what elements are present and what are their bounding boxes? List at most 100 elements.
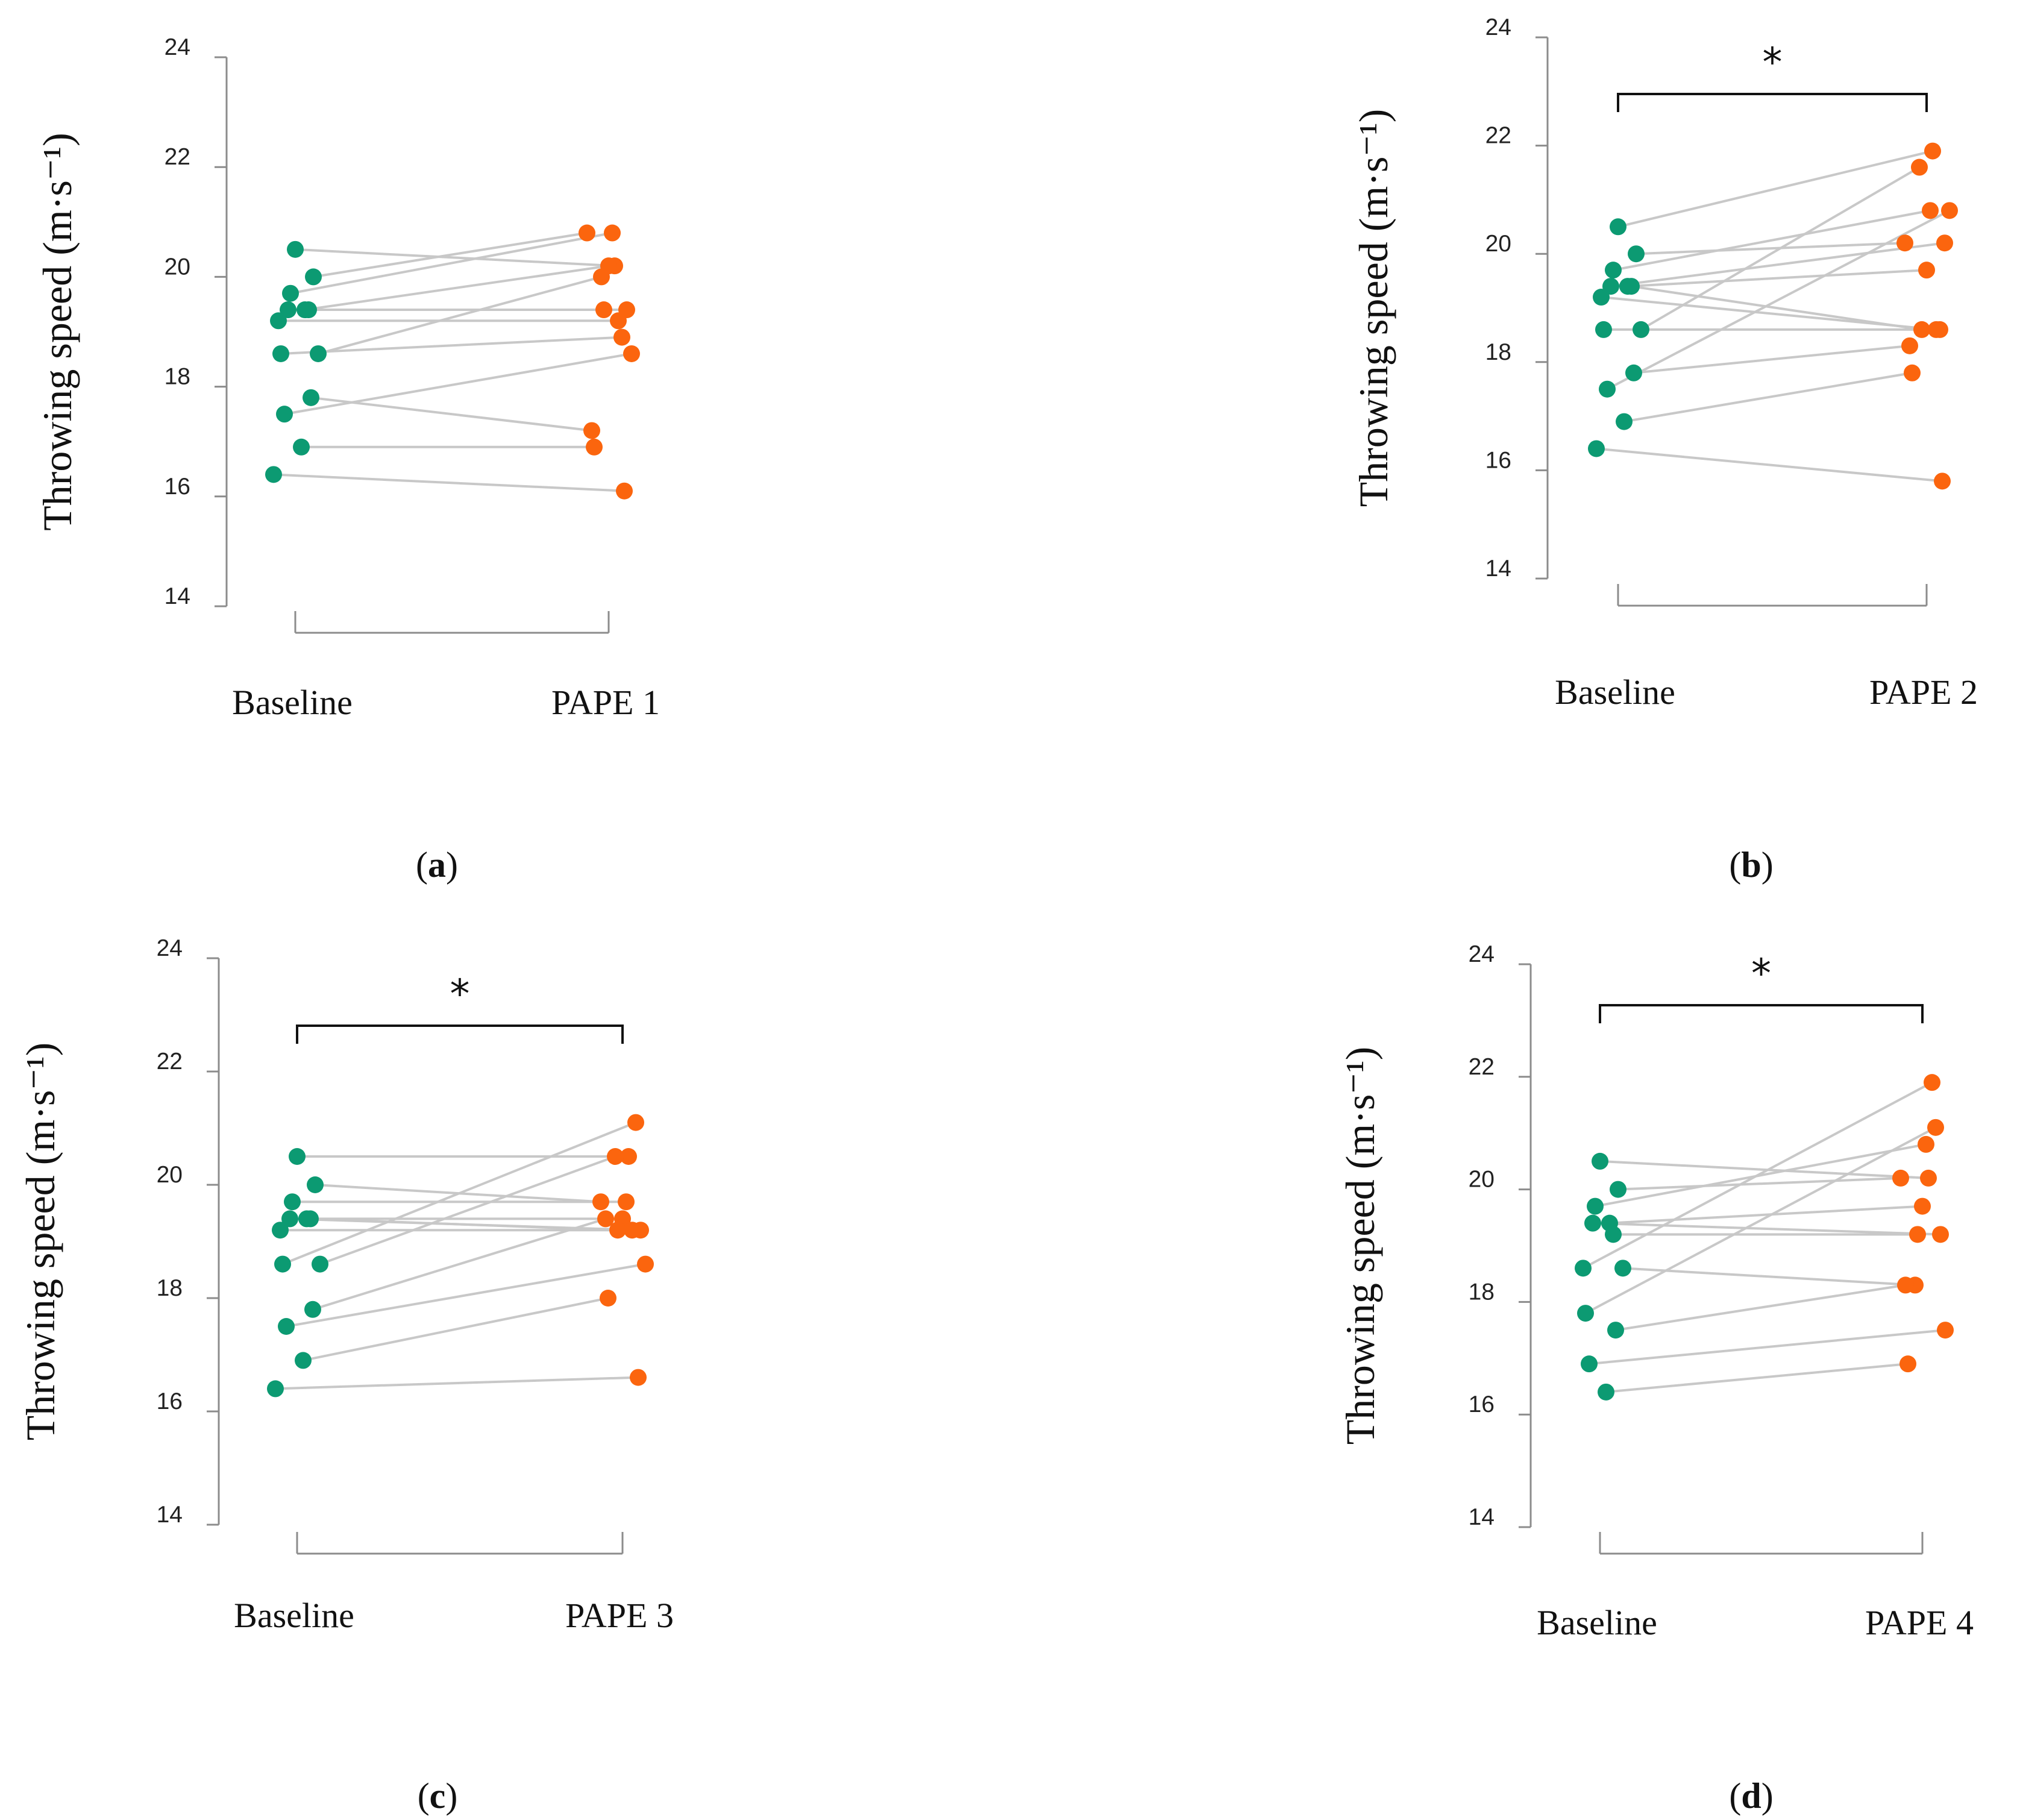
- y-axis-title: Throwing speed (m·s⁻¹): [34, 133, 80, 531]
- pape-point: [1931, 321, 1948, 338]
- baseline-point: [303, 389, 319, 406]
- pair-connector-line: [1596, 447, 1943, 483]
- baseline-point: [312, 1255, 328, 1273]
- x-category-label: Baseline: [232, 683, 353, 722]
- pape-point: [595, 301, 612, 319]
- y-axis-title: Throwing speed (m·s⁻¹): [1350, 109, 1396, 507]
- pair-connector-line: [1627, 269, 1927, 288]
- baseline-point: [272, 345, 289, 362]
- baseline-point: [304, 1301, 321, 1318]
- baseline-point: [1616, 413, 1633, 430]
- x-category-label: PAPE 1: [551, 683, 660, 722]
- pape-point: [1892, 1169, 1909, 1187]
- pair-connector-line: [295, 248, 615, 268]
- pape-point: [592, 1193, 609, 1211]
- significance-bracket: [1599, 1004, 1924, 1023]
- pape-point: [1924, 142, 1941, 160]
- baseline-point: [282, 284, 299, 302]
- pape-point: [1932, 1226, 1949, 1243]
- baseline-point: [300, 301, 317, 319]
- pape-point: [1904, 364, 1921, 381]
- y-tick-label: 18: [1485, 339, 1511, 365]
- baseline-point: [1595, 321, 1612, 338]
- y-tick-label: 14: [1469, 1504, 1495, 1530]
- pair-connector-line: [1583, 1081, 1933, 1270]
- chart-panel-c: 14 16 18 20 22 24 Throwing speed (m·s⁻¹) Baseli…: [17, 935, 674, 1816]
- panel-caption: (a): [416, 845, 458, 885]
- baseline-point: [305, 268, 322, 286]
- pair-connector-line: [313, 231, 588, 278]
- baseline-point: [1602, 278, 1619, 295]
- baseline-point: [278, 1318, 295, 1335]
- y-tick-label: 24: [1469, 941, 1495, 967]
- baseline-point: [1599, 380, 1616, 398]
- pair-connector-line: [1640, 166, 1921, 331]
- y-axis-title: Throwing speed (m·s⁻¹): [17, 1043, 63, 1441]
- pape-point: [1936, 234, 1953, 252]
- y-tick-label: 14: [165, 583, 190, 609]
- pape-point: [1901, 337, 1918, 354]
- pair-connector-line: [318, 275, 602, 355]
- baseline-point: [293, 438, 310, 456]
- pair-connector-line: [304, 265, 609, 312]
- pape-point: [613, 328, 630, 346]
- significance-asterisk: *: [1751, 950, 1771, 997]
- baseline-point: [281, 1210, 298, 1228]
- pair-connector-line: [1609, 1205, 1923, 1225]
- pape-point: [624, 1222, 641, 1239]
- significance-asterisk: *: [1763, 39, 1783, 86]
- baseline-point: [1633, 321, 1649, 338]
- pair-connector-line: [1592, 1222, 1941, 1236]
- baseline-point: [1605, 262, 1622, 279]
- y-tick-label: 16: [157, 1389, 183, 1414]
- pair-connector-line: [1599, 1159, 1929, 1179]
- y-tick-label: 22: [165, 144, 190, 170]
- pape-point: [593, 268, 610, 286]
- baseline-point: [295, 1352, 312, 1369]
- x-category-label: PAPE 4: [1865, 1603, 1974, 1642]
- baseline-point: [1577, 1305, 1594, 1322]
- pair-connector-line: [1613, 209, 1931, 272]
- y-tick-label: 16: [1485, 447, 1511, 473]
- pair-connector-line: [310, 396, 592, 432]
- pape-point: [1911, 158, 1928, 176]
- baseline-point: [1625, 364, 1642, 381]
- pair-connector-line: [1617, 149, 1933, 228]
- pape-point: [604, 224, 621, 242]
- pape-point: [1897, 1276, 1914, 1294]
- baseline-point: [1581, 1355, 1598, 1373]
- y-tick-label: 22: [1485, 123, 1511, 149]
- pape-point: [600, 1290, 616, 1307]
- pape-point: [620, 1148, 637, 1165]
- baseline-point: [280, 301, 296, 319]
- baseline-point: [1628, 245, 1645, 263]
- baseline-point: [1592, 1152, 1608, 1170]
- y-tick-label: 20: [165, 254, 190, 280]
- baseline-point: [272, 1222, 289, 1239]
- pair-connector-line: [1607, 209, 1950, 391]
- pair-connector-line: [310, 1217, 618, 1232]
- baseline-point: [1584, 1214, 1601, 1232]
- baseline-point: [1623, 278, 1640, 295]
- pair-connector-line: [1633, 344, 1910, 374]
- pape-point: [1934, 472, 1951, 490]
- significance-asterisk: *: [450, 971, 470, 1017]
- pape-point: [1937, 1322, 1954, 1339]
- pape-point: [1914, 1197, 1931, 1215]
- pair-connector-line: [1585, 1126, 1936, 1314]
- baseline-point: [307, 1176, 324, 1193]
- pape-point: [1922, 202, 1939, 219]
- pape-point: [1918, 262, 1935, 279]
- pair-connector-line: [1617, 1176, 1901, 1191]
- pape-point: [1909, 1226, 1926, 1243]
- pair-connector-line: [286, 1263, 646, 1328]
- baseline-point: [276, 406, 293, 423]
- pape-point: [1918, 1135, 1934, 1153]
- panel-caption-letter: a: [428, 845, 446, 885]
- pape-point: [1941, 202, 1958, 219]
- chart-panel-a: 14 16 18 20 22 24 Throwing speed (m·s⁻¹) Baseli…: [34, 34, 660, 885]
- pape-point: [597, 1210, 614, 1228]
- panel-caption-letter: d: [1741, 1776, 1761, 1816]
- y-axis-title: Throwing speed (m·s⁻¹): [1337, 1047, 1383, 1445]
